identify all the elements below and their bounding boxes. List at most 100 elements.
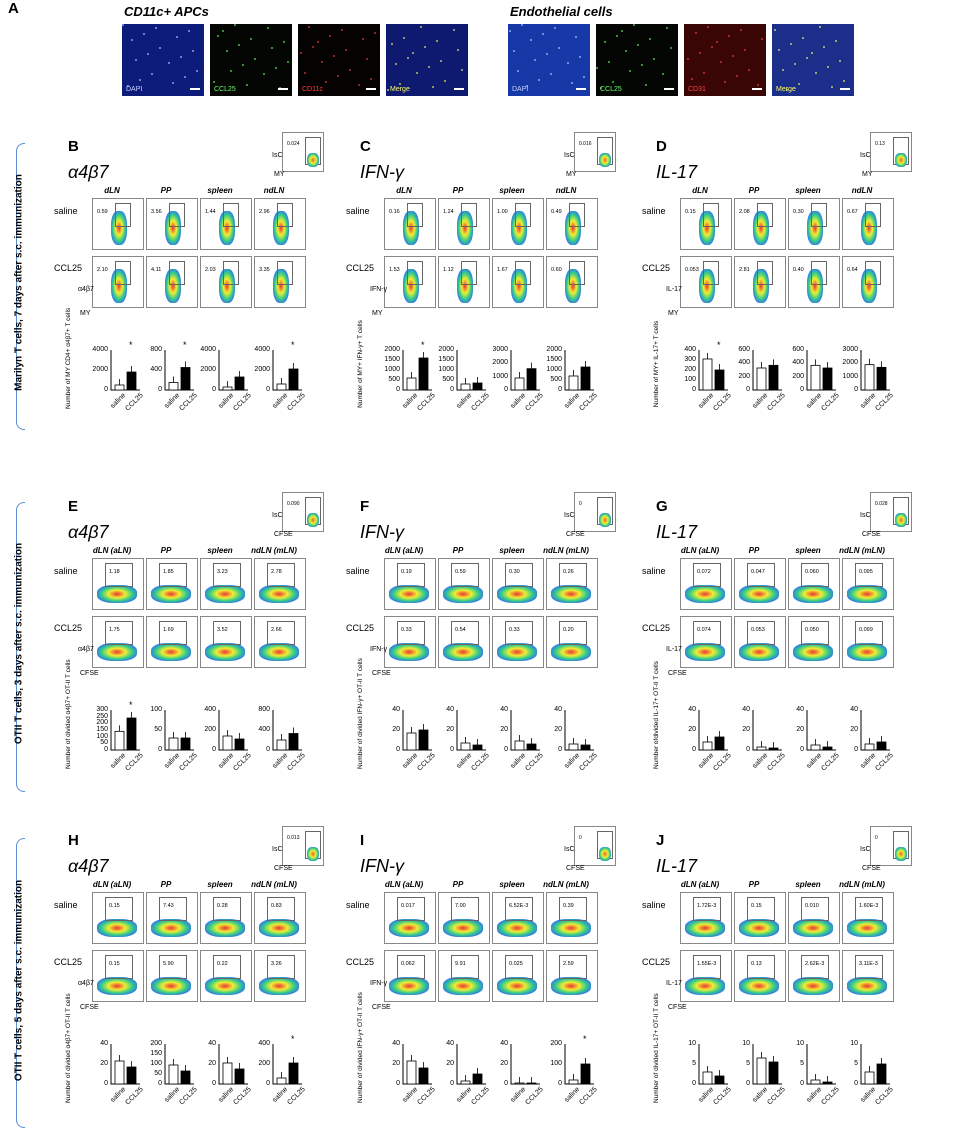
bar-saline	[702, 741, 713, 751]
micrograph-cd31: CD31	[684, 24, 766, 96]
bar-saline	[276, 383, 287, 391]
micrograph-speckle	[637, 44, 639, 46]
micrograph-speckle	[724, 81, 726, 83]
micrograph-speckle	[707, 26, 709, 28]
micrograph-speckle	[720, 61, 722, 63]
bar-saline	[568, 743, 579, 751]
micrograph-speckle	[135, 59, 137, 61]
inset-y-label: IsC	[564, 152, 575, 159]
bar-chart	[218, 350, 248, 391]
column-header: PP	[160, 880, 172, 889]
gate-percentage: 2.62E-3	[805, 961, 825, 967]
inset-y-label: IsC	[860, 846, 871, 853]
bar-chart	[510, 350, 540, 391]
gate-percentage: 0.15	[751, 903, 762, 909]
bar-y-axis-label: Number of MY CD4+ α4β7+ T cells	[65, 307, 72, 409]
micrograph-speckle	[790, 43, 792, 45]
micrograph-speckle	[317, 41, 319, 43]
bar-tick-label: 100	[550, 1060, 562, 1067]
micrograph-speckle	[600, 87, 602, 89]
micrograph-speckle	[374, 32, 376, 34]
bar-tick-label: 200	[738, 372, 750, 380]
panel-label: C	[360, 138, 371, 155]
flow-gate	[505, 621, 533, 645]
column-header: PP	[160, 186, 172, 195]
flow-cell-cloud	[551, 585, 591, 603]
group-label-1: Marilyn T cells, 7 days after s.c. immun…	[13, 174, 25, 391]
bar-chart	[564, 710, 594, 751]
bar-chart	[698, 1044, 728, 1085]
panel-title: IL-17	[656, 162, 698, 182]
bar-ccl25	[126, 717, 137, 751]
significance-star: *	[183, 340, 187, 350]
gate-percentage: 0.060	[805, 569, 819, 575]
bar-category-ccl25: CCL25	[470, 1086, 491, 1107]
bar-tick-label: 2000	[492, 359, 508, 367]
inset-y-label: IsC	[564, 846, 575, 853]
panel-label-a: A	[8, 0, 19, 17]
flow-plot: 0.26	[546, 558, 598, 610]
bar-ccl25	[714, 1075, 725, 1085]
column-header: dLN (aLN)	[92, 546, 132, 555]
bar-ccl25	[526, 743, 537, 751]
bar-saline	[702, 358, 713, 391]
flow-plot: 3.56	[146, 198, 198, 250]
flow-plot: 0.64	[842, 256, 894, 308]
bar-tick-label: 0	[396, 1080, 400, 1087]
column-header: PP	[748, 880, 760, 889]
flow-gate	[559, 897, 587, 921]
flow-plot: 2.78	[254, 558, 306, 610]
inset-cloud	[599, 847, 611, 861]
row-label-ccl25: CCL25	[642, 623, 671, 633]
flow-plot: 0.83	[254, 892, 306, 944]
inset-x-label: CFSE	[862, 865, 881, 872]
micrograph-speckle	[571, 82, 573, 84]
micrograph-speckle	[517, 70, 519, 72]
column-header: spleen	[795, 186, 821, 195]
gate-percentage: 0.20	[563, 627, 574, 633]
flow-plot: 0.13	[734, 950, 786, 1002]
bar-tick-label: 2000	[546, 346, 562, 353]
flow-plot: 7.43	[146, 892, 198, 944]
flow-plot: 7.00	[438, 892, 490, 944]
micrograph-speckle	[440, 60, 442, 62]
bar-tick-label: 800	[258, 706, 270, 713]
flow-cell-cloud	[443, 585, 483, 603]
flow-cell-cloud	[389, 643, 429, 661]
bar-category-ccl25: CCL25	[416, 1086, 437, 1107]
bar-saline	[810, 1079, 821, 1085]
bar-saline	[406, 377, 417, 391]
bar-chart	[164, 710, 194, 751]
gate-percentage: 0.33	[401, 627, 412, 633]
flow-gate	[267, 563, 295, 587]
micrograph-speckle	[546, 53, 548, 55]
flow-plot: 2.03	[200, 256, 252, 308]
bar-saline	[864, 364, 875, 391]
panel-a-group-title: CD11c+ APCs	[124, 4, 209, 19]
flow-plot: 0.30	[492, 558, 544, 610]
bar-tick-label: 1000	[546, 366, 562, 373]
bar-saline	[810, 364, 821, 391]
panel-title: IL-17	[656, 856, 698, 876]
micrograph-speckle	[625, 50, 627, 52]
flow-cell-cloud	[151, 585, 191, 603]
gate-percentage: 0.30	[509, 569, 520, 575]
micrograph-speckle	[583, 76, 585, 78]
bar-ccl25	[180, 367, 191, 391]
gate-percentage: 1.18	[109, 569, 120, 575]
bar-chart	[752, 350, 782, 391]
flow-gate	[451, 621, 479, 645]
micrograph-speckle	[645, 84, 647, 86]
micrograph-speckle	[691, 78, 693, 80]
micrograph-speckle	[370, 78, 372, 80]
flow-plot: 2.62E-3	[788, 950, 840, 1002]
bar-tick-label: 4000	[200, 346, 216, 353]
gate-percentage: 2.08	[739, 209, 750, 215]
flow-plot: 9.91	[438, 950, 490, 1002]
bar-tick-label: 40	[688, 706, 696, 713]
flow-gate	[569, 203, 585, 227]
flow-cell-cloud	[389, 977, 429, 995]
inset-x-label: MY	[862, 171, 873, 178]
gate-percentage: 1.24	[443, 209, 454, 215]
bar-tick-label: 2000	[200, 366, 216, 373]
